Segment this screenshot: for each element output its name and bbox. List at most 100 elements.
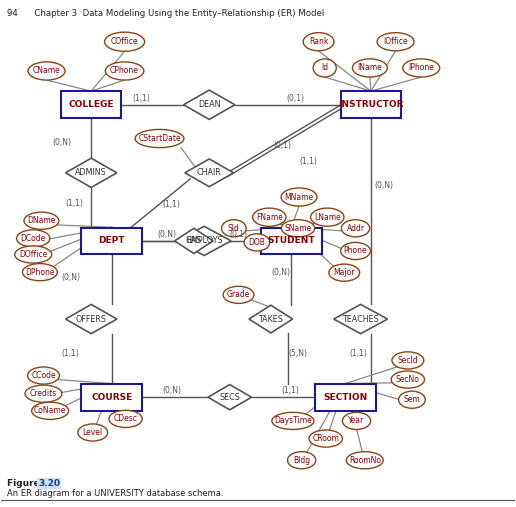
Ellipse shape [105, 32, 144, 51]
Text: Credits: Credits [30, 389, 57, 398]
Polygon shape [184, 90, 235, 119]
Polygon shape [208, 385, 252, 410]
Text: TEACHES: TEACHES [342, 314, 379, 323]
Polygon shape [177, 226, 231, 256]
Text: DOffice: DOffice [19, 250, 47, 259]
Text: CCode: CCode [31, 371, 56, 380]
Text: CHAIR: CHAIR [197, 168, 221, 177]
Text: OFFERS: OFFERS [76, 314, 107, 323]
Ellipse shape [272, 412, 314, 429]
Text: (1,1): (1,1) [163, 200, 181, 208]
Text: DEPT: DEPT [99, 236, 125, 245]
Ellipse shape [25, 385, 62, 402]
Ellipse shape [352, 59, 388, 77]
FancyBboxPatch shape [261, 228, 321, 254]
Text: SecNo: SecNo [396, 375, 420, 384]
Text: Year: Year [348, 416, 365, 425]
Text: DPhone: DPhone [25, 268, 55, 277]
Ellipse shape [253, 208, 286, 226]
Text: (0,N): (0,N) [162, 386, 181, 395]
Text: Major: Major [333, 268, 355, 277]
Text: COLLEGE: COLLEGE [69, 100, 114, 109]
FancyBboxPatch shape [61, 91, 121, 118]
Ellipse shape [377, 32, 414, 51]
Ellipse shape [402, 59, 440, 77]
Ellipse shape [17, 230, 50, 247]
Ellipse shape [392, 352, 424, 369]
Text: CStartDate: CStartDate [138, 134, 181, 143]
Ellipse shape [22, 264, 57, 281]
Ellipse shape [287, 452, 316, 469]
Ellipse shape [244, 234, 270, 251]
Text: (1,1): (1,1) [281, 386, 299, 395]
Text: CPhone: CPhone [110, 66, 139, 76]
FancyBboxPatch shape [82, 384, 142, 411]
Ellipse shape [311, 208, 344, 226]
Ellipse shape [399, 391, 425, 408]
Text: (0,1): (0,1) [230, 230, 248, 239]
Ellipse shape [223, 286, 254, 303]
Ellipse shape [78, 424, 108, 441]
Text: SECS: SECS [219, 393, 240, 402]
Text: (1,1): (1,1) [299, 157, 317, 166]
Polygon shape [174, 228, 213, 254]
Text: (1,1): (1,1) [62, 349, 79, 358]
Text: (0,1): (0,1) [273, 140, 292, 150]
Text: ADMINS: ADMINS [75, 168, 107, 177]
Text: (1,1): (1,1) [349, 349, 367, 358]
Text: IName: IName [358, 63, 382, 73]
Ellipse shape [341, 242, 370, 260]
Text: CRoom: CRoom [312, 434, 339, 443]
Text: RoomNo: RoomNo [349, 456, 381, 465]
Ellipse shape [281, 220, 315, 237]
Ellipse shape [15, 246, 52, 263]
Polygon shape [185, 159, 234, 187]
Text: SName: SName [284, 224, 312, 233]
Polygon shape [66, 158, 117, 188]
Ellipse shape [346, 452, 383, 469]
Text: (0,N): (0,N) [374, 181, 393, 190]
Polygon shape [249, 305, 293, 333]
Text: CDesc: CDesc [114, 414, 138, 423]
Text: Id: Id [321, 63, 328, 73]
Ellipse shape [24, 212, 59, 229]
Polygon shape [334, 304, 388, 334]
Text: Sld: Sld [228, 224, 240, 233]
Text: Level: Level [83, 428, 103, 437]
Text: DOB: DOB [249, 238, 265, 247]
Text: EMPLOYS: EMPLOYS [186, 236, 222, 245]
Text: DCode: DCode [21, 234, 46, 243]
Ellipse shape [28, 62, 65, 80]
Text: COURSE: COURSE [91, 393, 133, 402]
Text: (1,1): (1,1) [132, 94, 150, 103]
Text: HAS: HAS [186, 236, 202, 245]
Ellipse shape [391, 371, 425, 388]
Text: IPhone: IPhone [408, 63, 434, 73]
Text: CName: CName [33, 66, 60, 76]
Text: (0,N): (0,N) [53, 138, 71, 147]
Text: (5,N): (5,N) [288, 349, 308, 358]
Text: Sem: Sem [404, 395, 421, 404]
Text: Grade: Grade [227, 291, 250, 299]
Text: Figure: Figure [7, 480, 42, 488]
Ellipse shape [343, 412, 370, 429]
Text: (0,N): (0,N) [61, 273, 80, 282]
Text: Addr: Addr [346, 224, 365, 233]
Ellipse shape [313, 59, 336, 77]
Text: DEAN: DEAN [198, 100, 220, 109]
Text: IOffice: IOffice [383, 37, 408, 46]
Ellipse shape [329, 264, 360, 281]
Text: (0,N): (0,N) [157, 230, 176, 239]
Ellipse shape [135, 129, 184, 148]
Text: COffice: COffice [111, 37, 138, 46]
Ellipse shape [27, 367, 59, 384]
Ellipse shape [303, 32, 334, 51]
Text: SECTION: SECTION [323, 393, 367, 402]
Text: STUDENT: STUDENT [268, 236, 315, 245]
Polygon shape [66, 304, 117, 334]
FancyBboxPatch shape [82, 228, 142, 254]
Ellipse shape [221, 220, 246, 237]
Ellipse shape [342, 220, 369, 237]
Text: SecId: SecId [397, 356, 418, 365]
Text: TAKES: TAKES [259, 314, 283, 323]
